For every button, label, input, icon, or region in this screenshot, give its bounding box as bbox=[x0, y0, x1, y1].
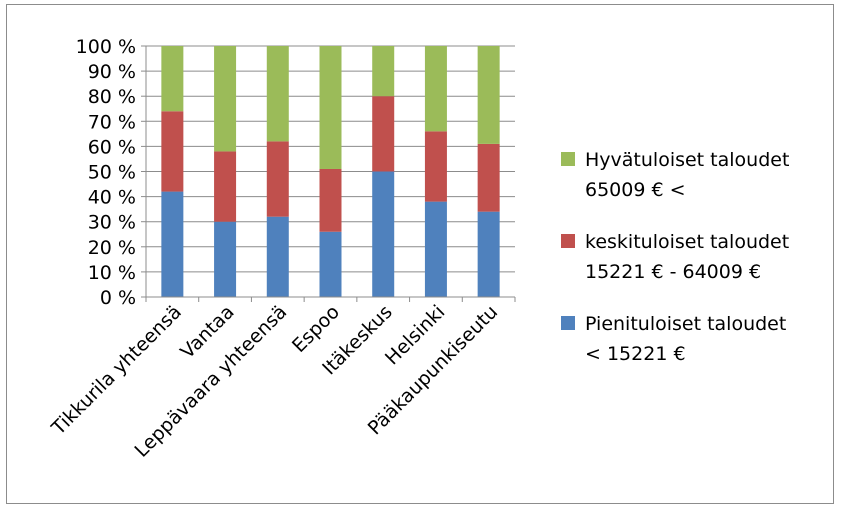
bar-segment bbox=[161, 46, 184, 112]
bar-segment bbox=[266, 141, 289, 217]
bars bbox=[161, 46, 500, 297]
bar-segment bbox=[266, 216, 289, 297]
y-tick-label: 20 % bbox=[88, 237, 136, 259]
bar-segment bbox=[424, 201, 447, 297]
legend: Hyvätuloiset taloudet 65009 € < keskituloi… bbox=[561, 149, 789, 365]
y-tick-label: 40 % bbox=[88, 187, 136, 209]
bar-segment bbox=[372, 46, 395, 97]
y-tick-label: 0 % bbox=[100, 287, 136, 309]
y-tick-label: 70 % bbox=[88, 111, 136, 133]
y-tick-label: 90 % bbox=[88, 61, 136, 83]
legend-swatch bbox=[561, 152, 575, 166]
bar-segment bbox=[424, 46, 447, 132]
bar-segment bbox=[161, 191, 184, 297]
legend-label: 15221 € - 64009 € bbox=[585, 261, 761, 283]
y-tick-label: 30 % bbox=[88, 212, 136, 234]
legend-label: Pienituloiset taloudet bbox=[585, 313, 786, 335]
bar-segment bbox=[319, 168, 342, 232]
bar-segment bbox=[477, 46, 500, 144]
bar-segment bbox=[161, 111, 184, 192]
bar-segment bbox=[477, 211, 500, 297]
bar-segment bbox=[319, 231, 342, 297]
y-tick-label: 50 % bbox=[88, 162, 136, 184]
legend-label: < 15221 € bbox=[585, 343, 686, 365]
bar-segment bbox=[214, 221, 237, 297]
bar-segment bbox=[477, 143, 500, 212]
legend-swatch bbox=[561, 316, 575, 330]
chart-frame bbox=[6, 4, 834, 504]
bar-segment bbox=[266, 46, 289, 142]
bar-segment bbox=[372, 96, 395, 172]
y-tick-label: 10 % bbox=[88, 262, 136, 284]
legend-label: 65009 € < bbox=[585, 179, 686, 201]
y-tick-label: 100 % bbox=[76, 36, 136, 58]
bar-segment bbox=[424, 131, 447, 202]
y-tick-labels: 0 % 10 % 20 % 30 % 40 % 50 % 60 % 70 % 80 % 90 % 1… bbox=[76, 36, 136, 309]
bar-segment bbox=[214, 46, 237, 152]
bar-segment bbox=[214, 151, 237, 222]
bar-segment bbox=[372, 171, 395, 297]
legend-label: keskituloiset taloudet bbox=[585, 231, 789, 253]
legend-label: Hyvätuloiset taloudet bbox=[585, 149, 789, 171]
y-tick-label: 80 % bbox=[88, 86, 136, 108]
y-tick-label: 60 % bbox=[88, 136, 136, 158]
axes bbox=[141, 45, 516, 302]
legend-swatch bbox=[561, 234, 575, 248]
bar-segment bbox=[319, 46, 342, 169]
